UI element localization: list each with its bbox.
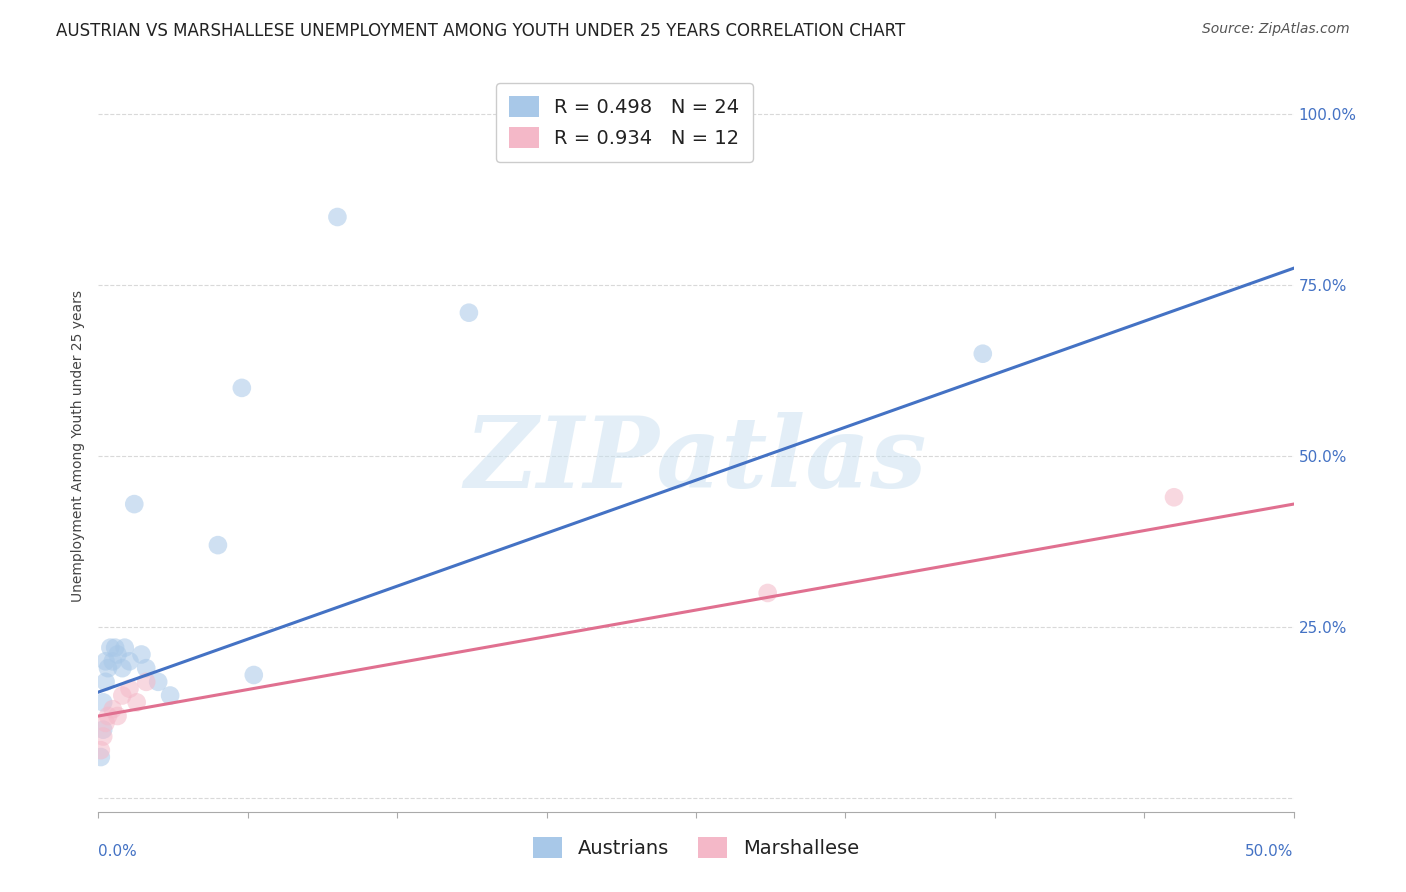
Point bbox=[131, 648, 153, 662]
Point bbox=[101, 654, 124, 668]
Point bbox=[231, 381, 253, 395]
Point bbox=[326, 210, 349, 224]
Point bbox=[107, 648, 129, 662]
Legend: Austrians, Marshallese: Austrians, Marshallese bbox=[519, 823, 873, 871]
Point bbox=[114, 640, 136, 655]
Point bbox=[118, 681, 141, 696]
Point bbox=[104, 640, 127, 655]
Point bbox=[135, 674, 157, 689]
Point bbox=[97, 709, 120, 723]
Y-axis label: Unemployment Among Youth under 25 years: Unemployment Among Youth under 25 years bbox=[72, 290, 86, 602]
Text: Source: ZipAtlas.com: Source: ZipAtlas.com bbox=[1202, 22, 1350, 37]
Text: ZIPatlas: ZIPatlas bbox=[465, 412, 927, 508]
Point bbox=[98, 640, 122, 655]
Point bbox=[90, 743, 112, 757]
Point bbox=[94, 654, 117, 668]
Point bbox=[118, 654, 141, 668]
Point bbox=[125, 695, 148, 709]
Point bbox=[97, 661, 120, 675]
Point bbox=[94, 715, 117, 730]
Point bbox=[91, 695, 114, 709]
Point bbox=[124, 497, 146, 511]
Point bbox=[458, 306, 481, 320]
Point bbox=[111, 689, 134, 703]
Point bbox=[90, 750, 112, 764]
Point bbox=[159, 689, 181, 703]
Text: 0.0%: 0.0% bbox=[98, 844, 138, 859]
Point bbox=[135, 661, 157, 675]
Point bbox=[243, 668, 266, 682]
Point bbox=[972, 347, 994, 361]
Point bbox=[1163, 490, 1185, 504]
Point bbox=[148, 674, 170, 689]
Point bbox=[91, 730, 114, 744]
Point bbox=[94, 674, 117, 689]
Point bbox=[101, 702, 124, 716]
Point bbox=[91, 723, 114, 737]
Point bbox=[756, 586, 779, 600]
Point bbox=[111, 661, 134, 675]
Point bbox=[107, 709, 129, 723]
Text: 50.0%: 50.0% bbox=[1246, 844, 1294, 859]
Text: AUSTRIAN VS MARSHALLESE UNEMPLOYMENT AMONG YOUTH UNDER 25 YEARS CORRELATION CHAR: AUSTRIAN VS MARSHALLESE UNEMPLOYMENT AMO… bbox=[56, 22, 905, 40]
Point bbox=[207, 538, 229, 552]
